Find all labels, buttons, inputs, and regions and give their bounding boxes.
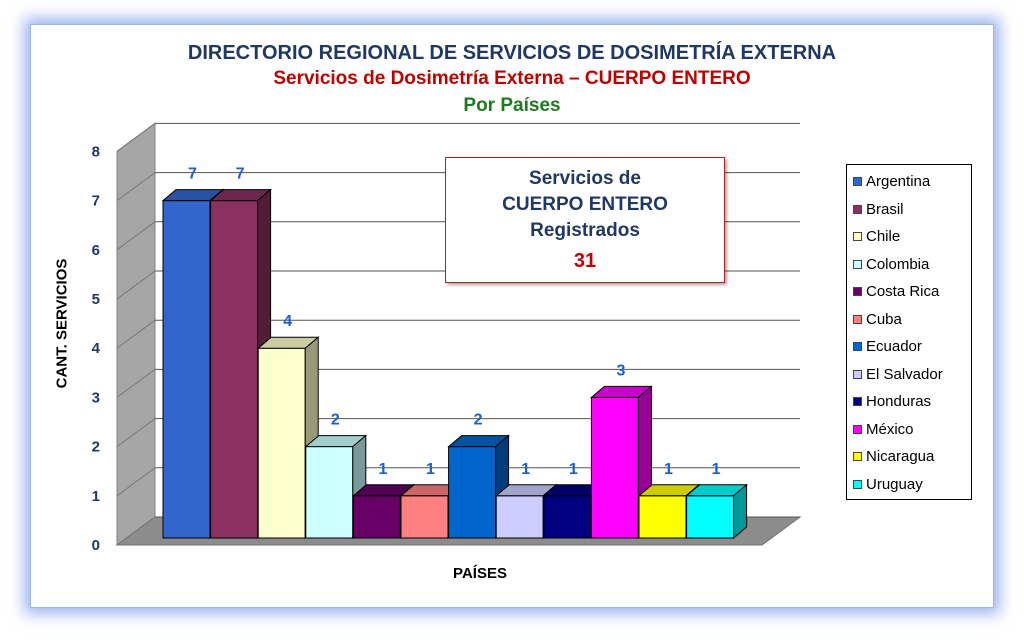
data-label: 7 — [236, 166, 245, 183]
y-tick-label: 7 — [92, 193, 100, 210]
bar-front — [543, 495, 592, 539]
legend-label: Uruguay — [866, 475, 923, 493]
data-label: 4 — [283, 313, 292, 330]
bar-front — [305, 446, 354, 539]
y-tick-label: 2 — [92, 439, 100, 456]
legend-label: Cuba — [866, 310, 902, 328]
legend-swatch — [853, 259, 862, 269]
legend-item: Argentina — [853, 168, 971, 196]
legend-swatch — [853, 177, 862, 187]
legend-label: Honduras — [866, 393, 932, 411]
legend-item: Colombia — [853, 251, 971, 279]
bar-front — [400, 495, 449, 539]
legend-swatch — [853, 342, 862, 352]
legend-swatch — [853, 369, 862, 379]
bar-nicaragua — [637, 483, 701, 540]
chart-subtitle-2: Por Países — [463, 95, 561, 116]
data-label: 1 — [712, 461, 721, 478]
legend-label: Argentina — [866, 173, 931, 191]
legend-item: Chile — [853, 223, 971, 251]
data-label: 3 — [616, 362, 625, 379]
legend-label: Brasil — [866, 200, 904, 218]
legend-swatch — [853, 479, 862, 489]
bar-ecuador — [447, 434, 510, 540]
gridline-side — [116, 368, 156, 398]
data-label: 1 — [378, 461, 387, 478]
bar-uruguay — [685, 483, 748, 540]
legend-swatch — [853, 204, 862, 214]
data-label: 1 — [569, 461, 578, 478]
info-total: 31 — [573, 250, 597, 272]
legend-label: México — [866, 420, 914, 438]
bar-front — [448, 446, 497, 539]
legend-item: México — [853, 416, 971, 444]
legend-swatch — [853, 232, 862, 242]
legend-item: Costa Rica — [853, 278, 971, 306]
legend-label: Ecuador — [866, 338, 922, 356]
legend-swatch — [853, 314, 862, 324]
legend-swatch — [853, 287, 862, 297]
info-line-2: CUERPO ENTERO — [502, 194, 668, 215]
legend-item: Nicaragua — [853, 443, 971, 471]
bar-front — [590, 396, 639, 539]
gridline-side — [116, 467, 156, 497]
bar-front — [638, 495, 687, 539]
bar-méxico — [590, 385, 653, 540]
bar-front — [495, 495, 544, 539]
legend-item: Uruguay — [853, 471, 971, 499]
data-label: 2 — [331, 412, 340, 429]
legend-label: Costa Rica — [866, 283, 940, 301]
gridline-side — [116, 221, 156, 251]
gridline-side — [116, 172, 156, 202]
bar-front — [257, 347, 306, 539]
legend-item: Honduras — [853, 388, 971, 416]
gridline-side — [116, 418, 156, 448]
chart-subtitle: Servicios de Dosimetría Externa – CUERPO… — [273, 68, 751, 89]
chart-legend: Argentina Brasil Chile Colombia Costa Rica Cu… — [846, 164, 972, 500]
legend-label: Chile — [866, 228, 901, 246]
legend-label: Colombia — [866, 255, 930, 273]
info-line-1: Servicios de — [529, 168, 641, 189]
legend-label: Nicaragua — [866, 448, 935, 466]
data-label: 1 — [426, 461, 435, 478]
bar-side — [733, 483, 748, 540]
data-label: 1 — [664, 461, 673, 478]
y-tick-label: 8 — [92, 143, 100, 160]
y-tick-label: 1 — [92, 488, 100, 505]
gridline-side — [116, 270, 156, 300]
data-label: 1 — [521, 461, 530, 478]
x-axis-label: PAÍSES — [453, 565, 507, 582]
y-axis-label: CANT. SERVICIOS — [53, 258, 71, 389]
legend-item: Cuba — [853, 306, 971, 334]
y-tick-label: 5 — [92, 291, 100, 308]
bar-front — [352, 495, 401, 539]
legend-item: Brasil — [853, 196, 971, 224]
gridline-side — [116, 319, 156, 349]
legend-item: Ecuador — [853, 333, 971, 361]
bar-colombia — [304, 434, 368, 540]
info-line-3: Registrados — [530, 220, 640, 241]
bar-honduras — [542, 483, 606, 540]
data-label: 7 — [188, 166, 197, 183]
y-tick-label: 6 — [92, 242, 100, 259]
legend-label: El Salvador — [866, 365, 943, 383]
legend-swatch — [853, 452, 862, 462]
legend-swatch — [853, 397, 862, 407]
y-tick-label: 4 — [92, 340, 101, 357]
bar-front — [210, 200, 259, 539]
bar-costa-rica — [352, 483, 415, 540]
gridline-side — [116, 122, 156, 152]
bar-front — [162, 200, 211, 539]
bar-front — [686, 495, 735, 539]
y-tick-label: 3 — [92, 389, 100, 406]
data-label: 2 — [474, 412, 483, 429]
legend-swatch — [853, 424, 862, 434]
chart-title: DIRECTORIO REGIONAL DE SERVICIOS DE DOSI… — [187, 42, 837, 64]
y-tick-label: 0 — [92, 537, 100, 554]
total-info-box: Servicios de CUERPO ENTERO Registrados 3… — [445, 157, 725, 283]
legend-item: El Salvador — [853, 361, 971, 389]
gridline-side — [116, 516, 156, 546]
